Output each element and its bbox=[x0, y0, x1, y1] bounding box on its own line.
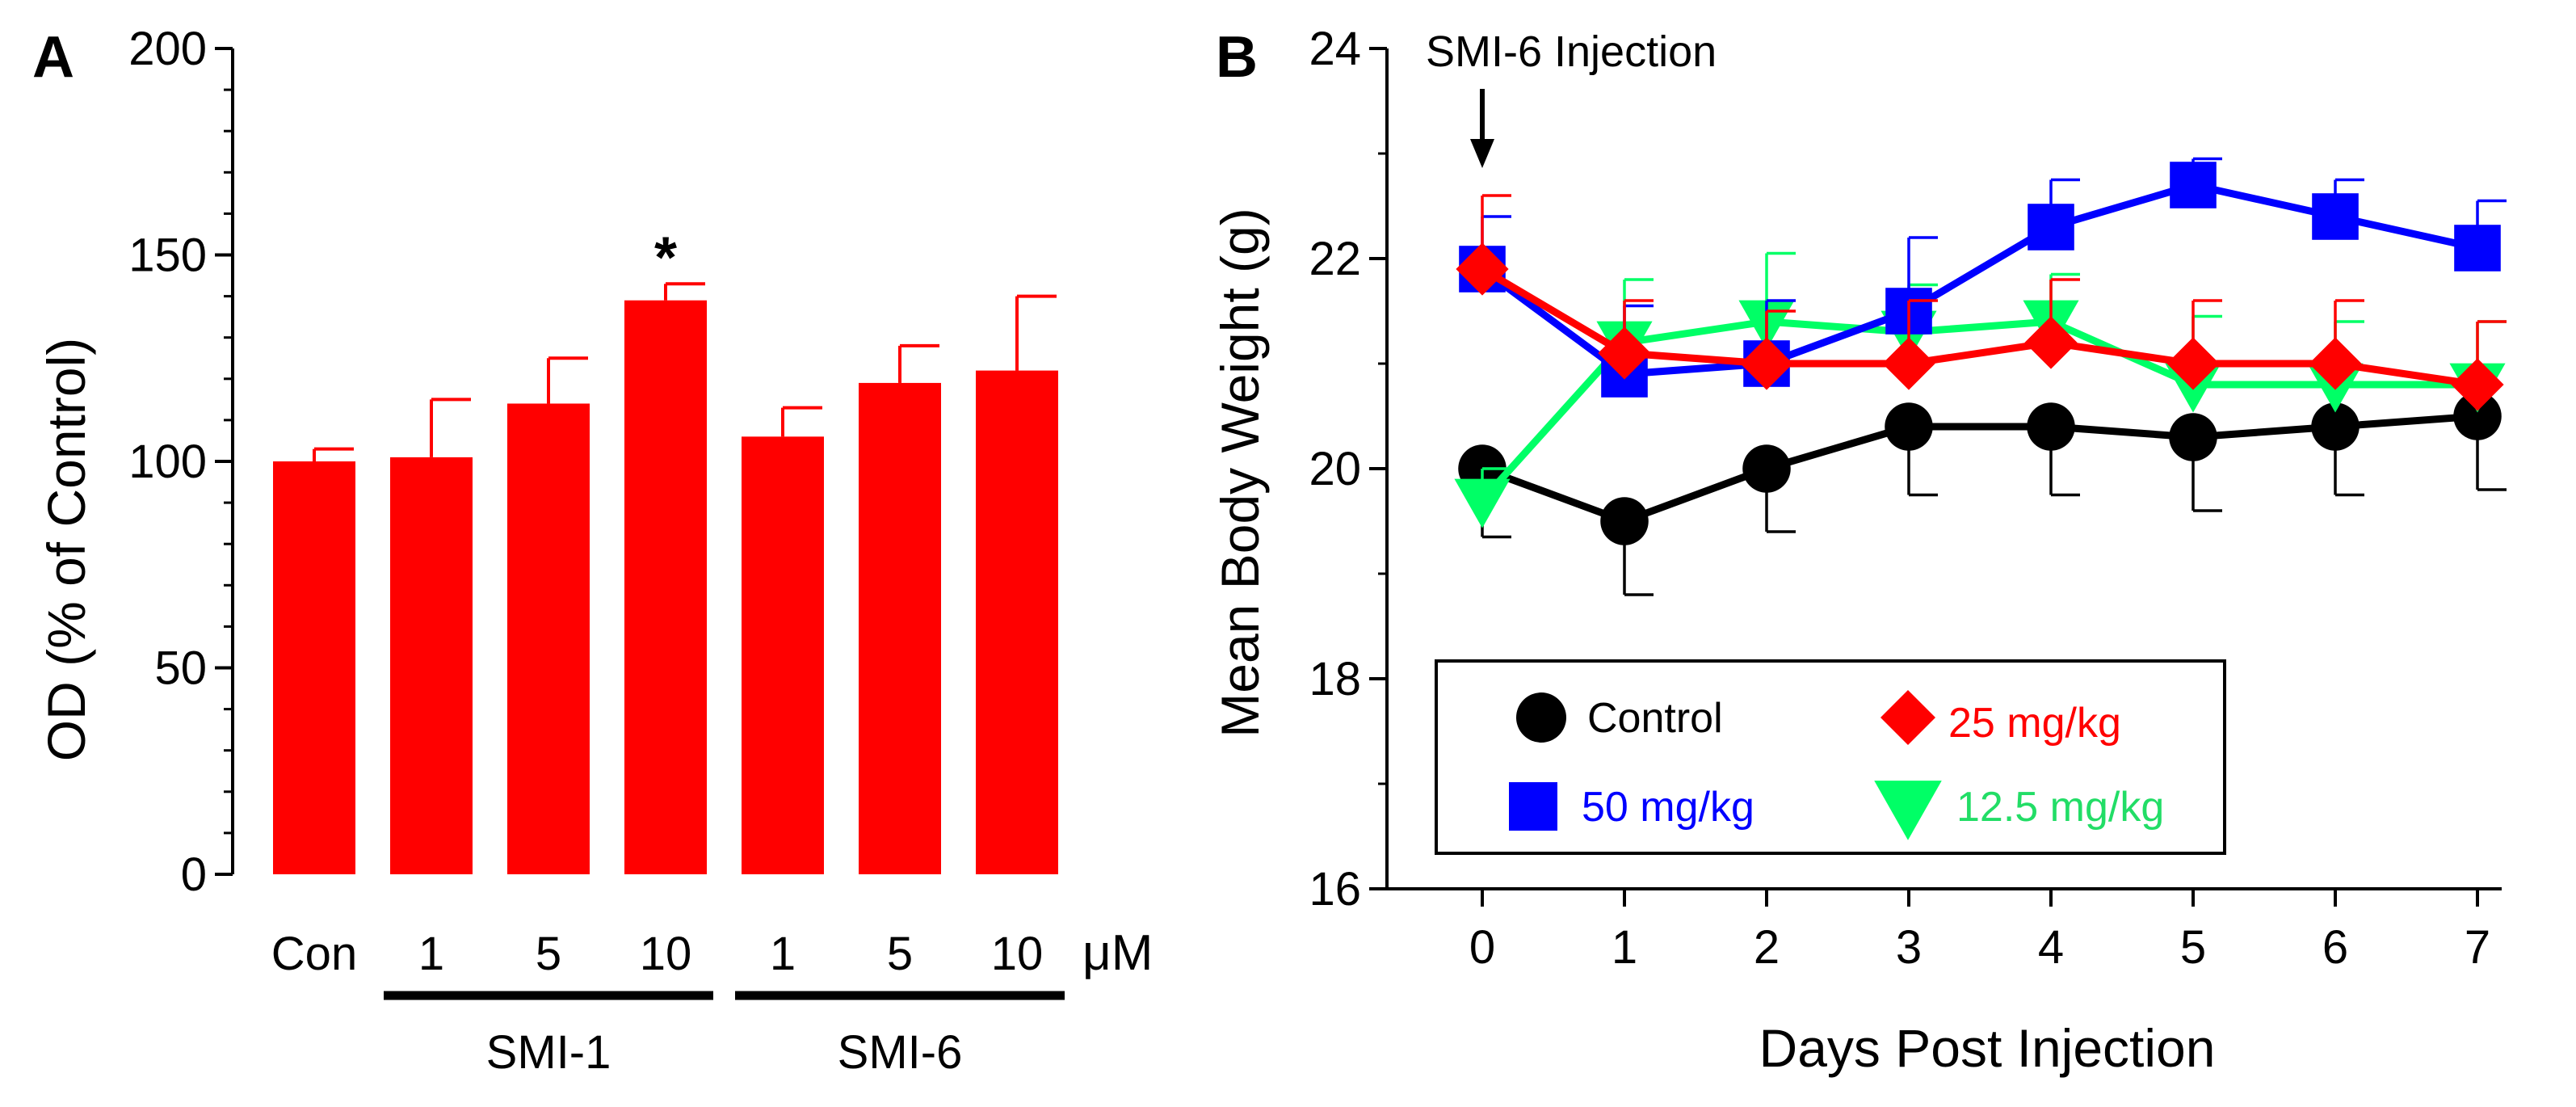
data-point bbox=[1742, 444, 1791, 493]
data-point bbox=[2453, 392, 2502, 440]
x-tick-label: 6 bbox=[2322, 921, 2348, 974]
bar-1 bbox=[390, 457, 473, 874]
x-tick-label: 1 bbox=[1612, 921, 1637, 974]
panel-a-label: A bbox=[32, 25, 74, 90]
data-point bbox=[2169, 413, 2217, 461]
data-point bbox=[2454, 225, 2501, 271]
data-point bbox=[2170, 162, 2217, 208]
category-label: 5 bbox=[536, 928, 561, 980]
panel-a-y-axis-title: OD (% of Control) bbox=[36, 338, 96, 761]
panel-b-y-axis-title: Mean Body Weight (g) bbox=[1210, 208, 1270, 737]
y-tick-label: 16 bbox=[1309, 863, 1361, 915]
group-label: SMI-1 bbox=[486, 1026, 611, 1079]
data-point bbox=[2312, 193, 2359, 240]
data-point bbox=[2166, 337, 2220, 390]
legend-marker bbox=[1516, 692, 1566, 743]
y-tick-label: 18 bbox=[1309, 653, 1361, 705]
data-point bbox=[2309, 337, 2362, 390]
bar-0 bbox=[273, 461, 355, 874]
bar-2 bbox=[507, 403, 590, 875]
significance-marker: * bbox=[654, 225, 677, 290]
legend-marker bbox=[1509, 782, 1557, 831]
panel-a-category-labels: Con 1 5 10 1 5 10 bbox=[271, 928, 1043, 980]
legend-label: Control bbox=[1587, 695, 1723, 742]
legend-label: 12.5 mg/kg bbox=[1956, 784, 2164, 831]
category-label: 10 bbox=[640, 928, 692, 980]
data-point bbox=[2027, 402, 2075, 451]
category-label: 5 bbox=[887, 928, 913, 980]
panel-a-y-axis: 0 50 100 150 200 bbox=[128, 23, 234, 901]
data-point bbox=[1456, 242, 1509, 296]
group-label: SMI-6 bbox=[838, 1026, 963, 1079]
bar-4 bbox=[742, 436, 824, 874]
series-control bbox=[1458, 392, 2507, 596]
y-tick-label: 50 bbox=[154, 642, 207, 695]
category-label: 1 bbox=[418, 928, 444, 980]
panel-b-x-axis-title: Days Post Injection bbox=[1759, 1018, 2216, 1078]
data-point bbox=[1600, 497, 1649, 545]
panel-a: A OD (% of Control) 0 50 100 150 200 * Con 1 5… bbox=[32, 23, 1153, 1079]
legend-marker bbox=[1874, 781, 1942, 840]
injection-arrow-head bbox=[1470, 139, 1494, 168]
y-tick-label: 0 bbox=[181, 848, 207, 901]
bar-5 bbox=[859, 382, 941, 874]
bar-3 bbox=[624, 300, 707, 875]
legend-box bbox=[1435, 659, 2226, 855]
data-point bbox=[1885, 402, 1933, 451]
y-tick-label: 200 bbox=[128, 23, 207, 75]
data-point bbox=[1740, 337, 1793, 390]
x-tick-label: 2 bbox=[1754, 921, 1780, 974]
category-label: Con bbox=[271, 928, 357, 980]
panel-b-label: B bbox=[1216, 25, 1258, 90]
data-point bbox=[2024, 316, 2078, 369]
panel-b-legend: Control 25 mg/kg 50 mg/kg 12.5 mg/kg bbox=[1435, 659, 2226, 855]
legend-marker bbox=[1881, 690, 1935, 745]
data-point bbox=[2451, 358, 2504, 411]
legend-label: 25 mg/kg bbox=[1948, 700, 2121, 747]
y-tick-label: 20 bbox=[1309, 443, 1361, 495]
injection-annotation-text: SMI-6 Injection bbox=[1426, 27, 1717, 76]
y-tick-label: 150 bbox=[128, 229, 207, 282]
x-tick-label: 4 bbox=[2038, 921, 2064, 974]
series-line bbox=[1480, 181, 2478, 378]
x-tick-label: 7 bbox=[2465, 921, 2490, 974]
panel-b-annotation: SMI-6 Injection bbox=[1426, 27, 1717, 168]
series-line bbox=[1479, 318, 2477, 503]
data-point bbox=[1598, 326, 1651, 380]
bar-6 bbox=[976, 370, 1058, 875]
data-point bbox=[2311, 402, 2360, 451]
panel-b-series bbox=[1454, 157, 2507, 596]
series-25-mg-kg bbox=[1456, 194, 2507, 411]
panel-b-axes: 16 18 20 22 24 0 1 2 3 4 5 6 7 bbox=[1309, 23, 2502, 974]
data-point bbox=[1454, 478, 1511, 528]
x-tick-label: 3 bbox=[1896, 921, 1922, 974]
category-label: 10 bbox=[991, 928, 1044, 980]
data-point bbox=[1882, 337, 1935, 390]
y-tick-label: 100 bbox=[128, 436, 207, 488]
panel-a-bars: * bbox=[273, 225, 1058, 875]
y-tick-label: 24 bbox=[1309, 23, 1361, 75]
category-label: 1 bbox=[770, 928, 796, 980]
panel-b: B Mean Body Weight (g) Days Post Injecti… bbox=[1210, 23, 2507, 1078]
panel-a-unit-label: μM bbox=[1082, 925, 1153, 981]
panel-a-group-bars: SMI-1 SMI-6 bbox=[384, 991, 1065, 1079]
data-point bbox=[2028, 204, 2074, 250]
legend-label: 50 mg/kg bbox=[1582, 784, 1754, 831]
y-tick-label: 22 bbox=[1309, 233, 1361, 285]
x-tick-label: 5 bbox=[2180, 921, 2206, 974]
x-tick-label: 0 bbox=[1469, 921, 1495, 974]
